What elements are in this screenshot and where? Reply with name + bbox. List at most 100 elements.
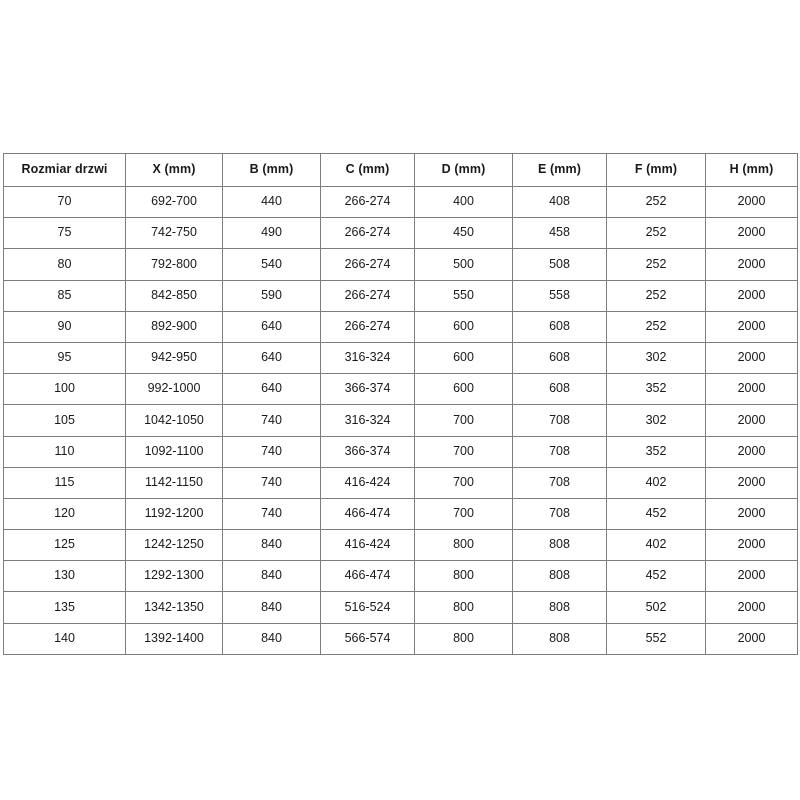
table-cell-size: 110 — [3, 435, 126, 468]
table-cell: 1242-1250 — [125, 529, 223, 562]
table-cell-size: 90 — [3, 310, 126, 343]
table-cell: 2000 — [705, 560, 798, 593]
table-cell: 550 — [414, 279, 513, 312]
table-cell: 840 — [222, 560, 321, 593]
spec-table-container: Rozmiar drzwi X (mm) B (mm) C (mm) D (mm… — [3, 153, 798, 655]
table-cell: 500 — [414, 248, 513, 281]
table-cell: 2000 — [705, 217, 798, 250]
table-cell: 708 — [512, 435, 607, 468]
table-cell: 700 — [414, 404, 513, 437]
table-cell: 2000 — [705, 341, 798, 375]
column-header-x: X (mm) — [125, 153, 223, 187]
table-cell: 808 — [512, 529, 607, 562]
table-cell: 842-850 — [125, 279, 223, 312]
column-header-f: F (mm) — [606, 153, 706, 187]
table-row: 135 1342-1350 840 516-524 800 808 502 2000 — [3, 591, 798, 624]
table-cell: 2000 — [705, 435, 798, 468]
table-cell: 566-574 — [320, 622, 415, 655]
table-cell: 540 — [222, 248, 321, 281]
table-cell: 792-800 — [125, 248, 223, 281]
table-cell-size: 105 — [3, 404, 126, 437]
table-cell: 508 — [512, 248, 607, 281]
table-cell: 840 — [222, 591, 321, 624]
table-cell: 1342-1350 — [125, 591, 223, 624]
table-row: 70 692-700 440 266-274 400 408 252 2000 — [3, 185, 798, 219]
table-cell: 490 — [222, 217, 321, 250]
table-cell-size: 80 — [3, 248, 126, 281]
table-cell: 466-474 — [320, 560, 415, 593]
table-cell: 316-324 — [320, 404, 415, 437]
table-cell: 2000 — [705, 279, 798, 312]
table-cell: 458 — [512, 217, 607, 250]
table-cell: 252 — [606, 279, 706, 312]
column-header-d: D (mm) — [414, 153, 513, 187]
table-cell: 266-274 — [320, 279, 415, 312]
table-cell: 2000 — [705, 373, 798, 406]
table-cell: 2000 — [705, 529, 798, 562]
table-cell-size: 75 — [3, 217, 126, 250]
table-cell: 266-274 — [320, 310, 415, 343]
table-cell: 450 — [414, 217, 513, 250]
table-cell: 992-1000 — [125, 373, 223, 406]
table-cell-size: 70 — [3, 185, 126, 219]
table-cell: 608 — [512, 310, 607, 343]
table-cell-size: 95 — [3, 341, 126, 375]
table-cell: 1042-1050 — [125, 404, 223, 437]
table-cell: 516-524 — [320, 591, 415, 624]
table-cell: 942-950 — [125, 341, 223, 375]
table-row: 120 1192-1200 740 466-474 700 708 452 2000 — [3, 497, 798, 531]
table-cell: 808 — [512, 560, 607, 593]
table-cell: 808 — [512, 591, 607, 624]
table-row: 95 942-950 640 316-324 600 608 302 2000 — [3, 341, 798, 375]
column-header-b: B (mm) — [222, 153, 321, 187]
table-cell: 800 — [414, 560, 513, 593]
table-cell: 600 — [414, 310, 513, 343]
table-cell: 2000 — [705, 466, 798, 499]
column-header-c: C (mm) — [320, 153, 415, 187]
table-row: 140 1392-1400 840 566-574 800 808 552 2000 — [3, 622, 798, 655]
table-cell-size: 125 — [3, 529, 126, 562]
table-cell: 600 — [414, 373, 513, 406]
table-cell-size: 130 — [3, 560, 126, 593]
table-cell: 2000 — [705, 248, 798, 281]
table-cell: 840 — [222, 622, 321, 655]
table-cell: 352 — [606, 373, 706, 406]
table-cell: 2000 — [705, 185, 798, 219]
table-cell: 640 — [222, 341, 321, 375]
table-cell: 252 — [606, 217, 706, 250]
table-cell: 1092-1100 — [125, 435, 223, 468]
table-cell: 402 — [606, 466, 706, 499]
table-cell: 366-374 — [320, 373, 415, 406]
table-cell-size: 120 — [3, 497, 126, 531]
door-size-spec-table: Rozmiar drzwi X (mm) B (mm) C (mm) D (mm… — [3, 153, 798, 655]
table-cell: 2000 — [705, 497, 798, 531]
table-cell: 1292-1300 — [125, 560, 223, 593]
table-cell: 700 — [414, 466, 513, 499]
table-cell: 466-474 — [320, 497, 415, 531]
table-row: 125 1242-1250 840 416-424 800 808 402 2000 — [3, 529, 798, 562]
table-cell: 400 — [414, 185, 513, 219]
table-cell: 1192-1200 — [125, 497, 223, 531]
table-header-row: Rozmiar drzwi X (mm) B (mm) C (mm) D (mm… — [3, 153, 798, 187]
table-cell-size: 100 — [3, 373, 126, 406]
table-cell: 708 — [512, 466, 607, 499]
table-cell: 740 — [222, 497, 321, 531]
table-row: 100 992-1000 640 366-374 600 608 352 2000 — [3, 373, 798, 406]
table-cell: 708 — [512, 497, 607, 531]
table-cell: 740 — [222, 404, 321, 437]
table-cell: 800 — [414, 591, 513, 624]
table-body: 70 692-700 440 266-274 400 408 252 2000 75 742-75… — [3, 185, 798, 655]
table-cell: 452 — [606, 497, 706, 531]
table-cell: 840 — [222, 529, 321, 562]
table-cell: 402 — [606, 529, 706, 562]
table-cell: 266-274 — [320, 185, 415, 219]
table-cell: 252 — [606, 185, 706, 219]
table-cell: 2000 — [705, 310, 798, 343]
table-cell: 740 — [222, 466, 321, 499]
table-cell: 558 — [512, 279, 607, 312]
table-cell: 502 — [606, 591, 706, 624]
table-cell: 266-274 — [320, 217, 415, 250]
table-cell: 302 — [606, 341, 706, 375]
table-row: 110 1092-1100 740 366-374 700 708 352 2000 — [3, 435, 798, 468]
